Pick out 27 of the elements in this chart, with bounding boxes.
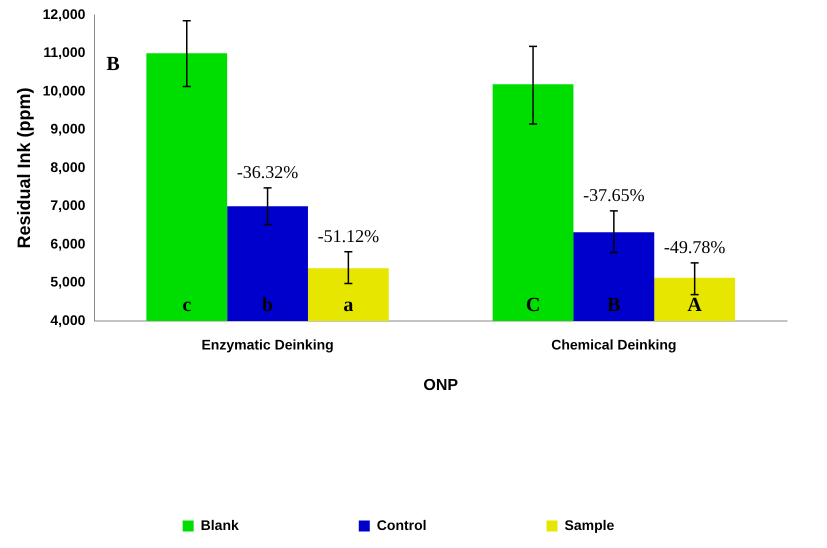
legend-label: Blank — [200, 516, 239, 533]
annotation: B — [607, 294, 621, 316]
y-axis-title: Residual Ink (ppm) — [14, 87, 34, 249]
x-axis-title: ONP — [423, 376, 458, 394]
y-tick-label: 12,000 — [42, 6, 86, 22]
y-tick-label: 5,000 — [50, 274, 86, 290]
annotation: B — [106, 53, 120, 75]
annotation: a — [343, 294, 354, 316]
annotation: b — [262, 294, 274, 316]
y-tick-label: 10,000 — [42, 82, 86, 98]
annotation: -49.78% — [664, 236, 726, 257]
annotation: c — [182, 294, 192, 316]
legend-label: Control — [376, 516, 427, 533]
x-tick-label: Chemical Deinking — [551, 336, 676, 352]
x-tick-label: Enzymatic Deinking — [201, 336, 334, 352]
y-tick-label: 9,000 — [50, 120, 86, 137]
y-tick-label: 4,000 — [50, 312, 86, 328]
annotation: C — [526, 294, 540, 316]
y-tick-label: 11,000 — [43, 44, 86, 60]
annotation: -51.12% — [318, 226, 380, 246]
y-tick-label: 7,000 — [50, 197, 86, 214]
y-tick-label: 6,000 — [50, 235, 86, 252]
annotation: -37.65% — [583, 184, 645, 205]
annotation: -36.32% — [236, 162, 298, 182]
y-tick-label: 8,000 — [50, 158, 86, 175]
legend-label: Sample — [564, 516, 615, 533]
annotation: A — [687, 294, 702, 316]
